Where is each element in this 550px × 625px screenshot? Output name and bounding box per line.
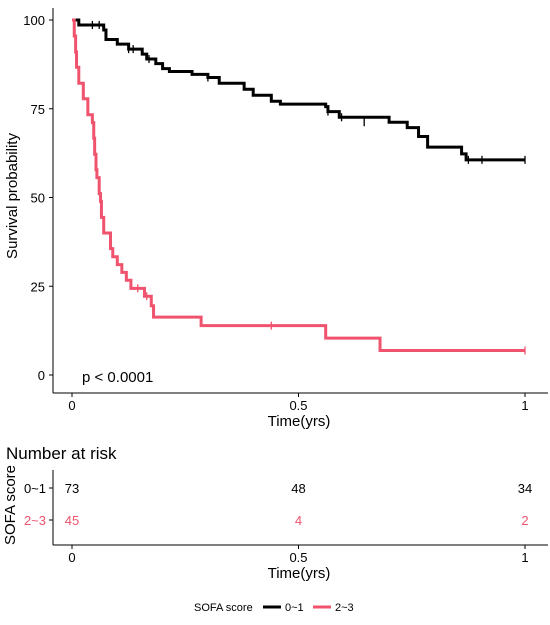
x-tick-label: 0.5: [289, 398, 307, 413]
y-tick-label: 100: [23, 13, 45, 28]
risk-table-x-title: Time(yrs): [268, 565, 331, 582]
legend-title: SOFA score: [194, 602, 253, 614]
risk-table-cells: 73 48 34 45 4 2: [65, 481, 532, 528]
p-value-annotation: p < 0.0001: [82, 369, 153, 386]
legend-label: 0~1: [285, 602, 304, 614]
survival-curves: [72, 18, 525, 353]
y-tick-label: 50: [31, 191, 45, 206]
risk-row-label: 2~3: [24, 513, 46, 528]
risk-cell: 2: [521, 513, 528, 528]
risk-row-label: 0~1: [24, 481, 46, 496]
risk-x-tick-label: 0: [68, 550, 75, 565]
y-tick-label: 75: [31, 102, 45, 117]
risk-cell: 34: [518, 481, 532, 496]
censor-marks: [91, 20, 526, 355]
survival-plot: 0 25 50 75 100 0 0.5 1 Survival probability Tim…: [4, 8, 548, 430]
risk-table-title: Number at risk: [6, 444, 117, 463]
risk-table: Number at risk 73 48 34 45 4 2 0 0.5 1 0~1 2~3 SO…: [2, 444, 548, 582]
x-axis-title: Time(yrs): [268, 413, 331, 430]
risk-cell: 73: [65, 481, 79, 496]
legend-label: 2~3: [335, 602, 354, 614]
risk-table-y-title: SOFA score: [2, 465, 19, 545]
y-tick-label: 0: [38, 368, 45, 383]
series-line-0~1: [72, 18, 525, 162]
risk-cell: 4: [295, 513, 302, 528]
risk-table-axes: 0 0.5 1 0~1 2~3: [24, 470, 548, 565]
y-axis-title: Survival probability: [4, 133, 21, 259]
legend-items: 0~1 2~3: [263, 602, 354, 614]
legend-item-0~1: 0~1: [263, 602, 304, 614]
risk-cell: 45: [65, 513, 79, 528]
x-tick-label: 0: [68, 398, 75, 413]
risk-x-tick-label: 1: [521, 550, 528, 565]
legend: SOFA score 0~1 2~3: [194, 602, 354, 614]
series-line-2~3: [72, 18, 525, 353]
legend-item-2~3: 2~3: [313, 602, 354, 614]
risk-cell: 48: [291, 481, 305, 496]
risk-x-tick-label: 0.5: [289, 550, 307, 565]
y-tick-label: 25: [31, 279, 45, 294]
x-tick-label: 1: [521, 398, 528, 413]
plot-axes: 0 25 50 75 100 0 0.5 1: [23, 8, 548, 413]
